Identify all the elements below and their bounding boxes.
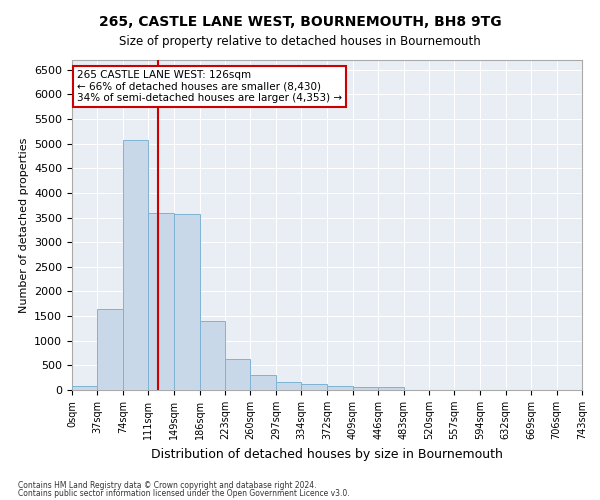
Bar: [97, 309, 123, 390]
Bar: [123, 140, 148, 390]
Bar: [353, 388, 378, 390]
Text: Contains HM Land Registry data © Crown copyright and database right 2024.: Contains HM Land Registry data © Crown c…: [18, 480, 317, 490]
Bar: [328, 386, 353, 390]
Text: 265, CASTLE LANE WEST, BOURNEMOUTH, BH8 9TG: 265, CASTLE LANE WEST, BOURNEMOUTH, BH8 …: [98, 15, 502, 29]
Text: Size of property relative to detached houses in Bournemouth: Size of property relative to detached ho…: [119, 35, 481, 48]
Bar: [276, 382, 301, 390]
Bar: [301, 384, 328, 390]
Y-axis label: Number of detached properties: Number of detached properties: [19, 138, 29, 312]
Bar: [200, 321, 225, 390]
Bar: [250, 374, 276, 390]
Text: 265 CASTLE LANE WEST: 126sqm
← 66% of detached houses are smaller (8,430)
34% of: 265 CASTLE LANE WEST: 126sqm ← 66% of de…: [77, 70, 342, 103]
Text: Contains public sector information licensed under the Open Government Licence v3: Contains public sector information licen…: [18, 489, 350, 498]
X-axis label: Distribution of detached houses by size in Bournemouth: Distribution of detached houses by size …: [151, 448, 503, 460]
Bar: [148, 212, 174, 390]
Bar: [72, 386, 97, 390]
Bar: [174, 214, 200, 390]
Bar: [225, 360, 250, 390]
Bar: [378, 388, 404, 390]
